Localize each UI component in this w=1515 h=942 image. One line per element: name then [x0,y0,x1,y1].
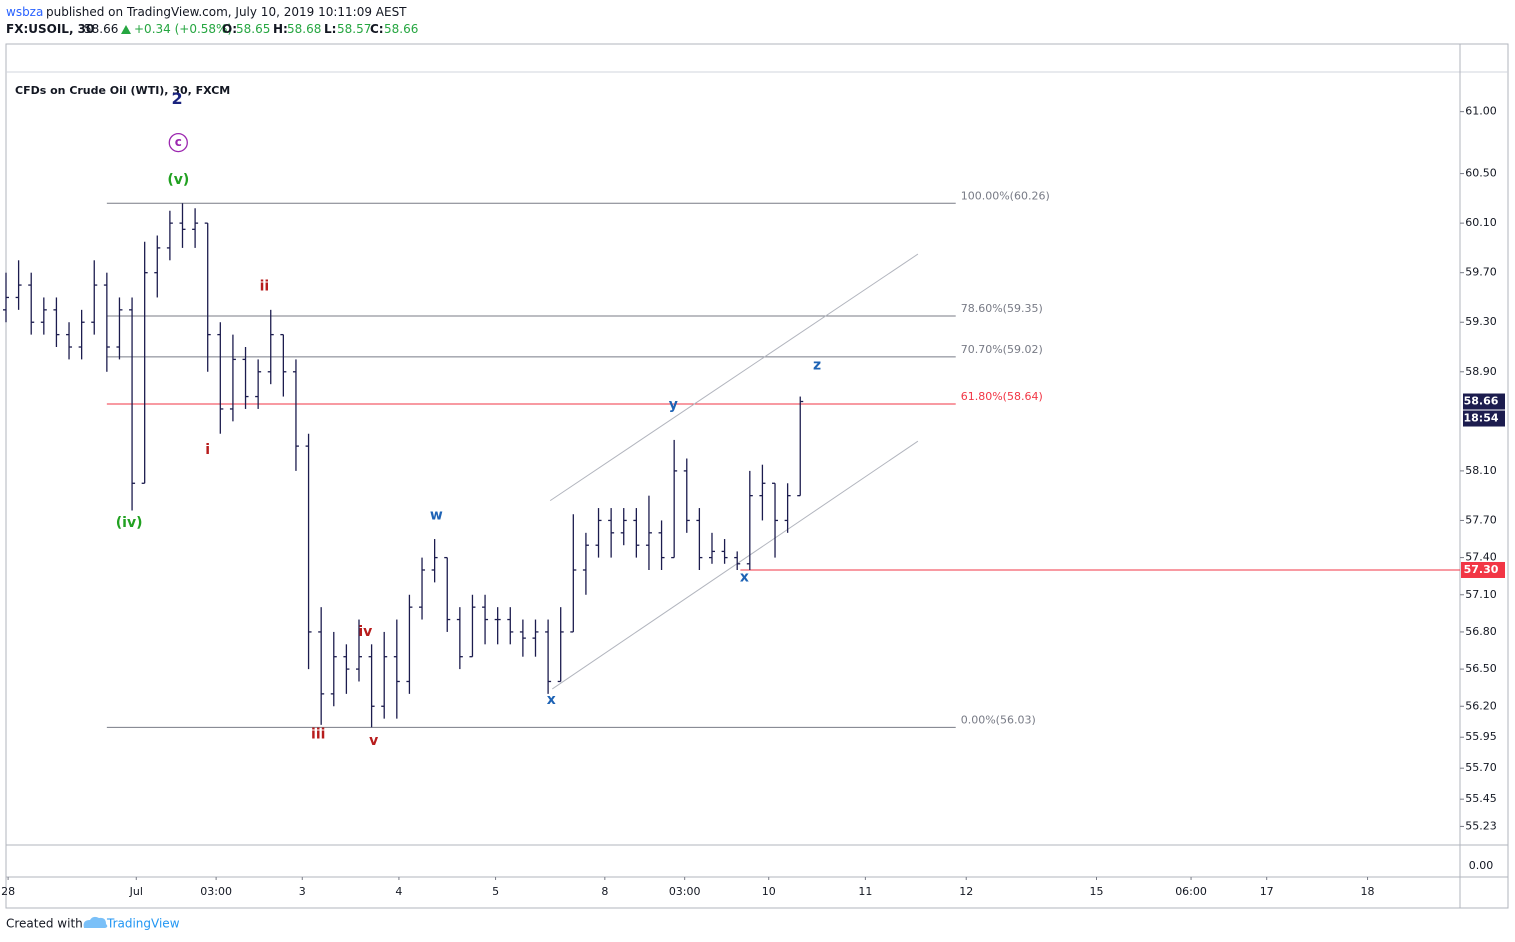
change: +0.34 (+0.58%) [134,22,232,36]
wave-label: i [205,442,210,458]
y-tick-label: 56.20 [1465,699,1497,712]
x-tick-label: 10 [762,885,776,898]
author[interactable]: wsbza [6,5,43,19]
fib-label: 61.80%(58.64) [961,390,1043,403]
y-tick-label: 55.95 [1465,730,1497,743]
ohlc-label: H: [273,22,288,36]
x-tick-label: 28 [1,885,15,898]
x-tick-label: 8 [601,885,608,898]
y-tick-label: 57.10 [1465,588,1497,601]
x-tick-label: 17 [1260,885,1274,898]
wave-label: iv [358,624,372,640]
last-price: 58.66 [84,22,118,36]
quote-line: FX:USOIL, 30 58.66 +0.34 (+0.58%) O: 58.… [6,22,418,36]
low-value: 58.57 [337,22,371,36]
open-value: 58.65 [236,22,270,36]
wave-label: w [430,507,443,523]
publish-info: published on TradingView.com, July 10, 2… [46,5,407,19]
x-tick-label: 03:00 [200,885,232,898]
fib-label: 0.00%(56.03) [961,713,1036,726]
ohlc-label: C: [370,22,384,36]
price-tag [1461,561,1505,578]
y-tick-label: 56.80 [1465,625,1497,638]
x-tick-label: 12 [959,885,973,898]
last-price-tag [1463,393,1505,410]
wave-label: x [740,569,749,585]
wave-label: ii [260,278,270,294]
close-value: 58.66 [384,22,418,36]
x-tick-label: Jul [129,885,143,898]
countdown-label: 18:54 [1463,412,1498,425]
up-arrow [121,25,131,34]
y-tick-label: 59.30 [1465,315,1497,328]
y-tick-label: 55.70 [1465,761,1497,774]
wave-label: 2 [171,89,182,108]
countdown-tag [1463,410,1505,427]
wave-circle [168,132,188,153]
last-price-label: 58.66 [1464,395,1499,408]
price-tag-label: 57.30 [1464,563,1499,576]
wave-label: (iv) [116,515,143,531]
y-tick-label: 58.90 [1465,365,1497,378]
footer-text: Created with [6,917,83,931]
x-tick-label: 5 [492,885,499,898]
wave-label: (v) [167,172,189,188]
chart-title: CFDs on Crude Oil (WTI), 30, FXCM [15,84,230,97]
wave-label: z [813,358,821,374]
ohlc-label: O: [222,22,237,36]
y-tick-label: 59.70 [1465,266,1497,279]
wave-label: v [369,733,378,749]
y-tick-label: 58.10 [1465,464,1497,477]
wave-label: x [547,692,556,708]
channel-line [552,440,919,690]
y-tick-label: 57.70 [1465,513,1497,526]
x-tick-label: 06:00 [1175,885,1207,898]
brand-name[interactable]: TradingView [106,917,180,931]
y-tick-label: 60.10 [1465,216,1497,229]
symbol: FX:USOIL, 30 [6,22,94,36]
channel-line [549,253,919,502]
indicator-tick-label: 0.00 [1469,859,1494,872]
fib-label: 78.60%(59.35) [961,302,1043,315]
wave-label: iii [311,727,325,743]
y-tick-label: 61.00 [1465,105,1497,118]
x-tick-label: 03:00 [669,885,701,898]
y-tick-label: 56.50 [1465,662,1497,675]
fib-label: 100.00%(60.26) [961,189,1050,202]
y-tick-label: 60.50 [1465,167,1497,180]
x-tick-label: 3 [299,885,306,898]
y-tick-label: 55.45 [1465,792,1497,805]
fib-label: 70.70%(59.02) [961,343,1043,356]
wave-label: y [669,397,678,413]
x-tick-label: 15 [1090,885,1104,898]
brand-logo [83,916,108,928]
ohlc-label: L: [324,22,336,36]
publish-line: wsbza published on TradingView.com, July … [6,5,407,19]
x-tick-label: 11 [858,885,872,898]
x-tick-label: 4 [395,885,402,898]
y-tick-label: 55.23 [1465,819,1497,832]
high-value: 58.68 [287,22,321,36]
chart-frame [5,43,1509,909]
wave-label: c [175,135,182,149]
y-tick-label: 57.40 [1465,551,1497,564]
x-tick-label: 18 [1361,885,1375,898]
